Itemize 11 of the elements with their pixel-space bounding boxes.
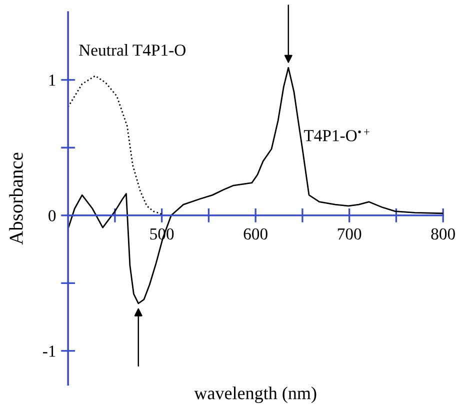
x-tick-label: 600	[244, 228, 268, 240]
x-tick-label: 800	[431, 228, 455, 240]
x-tick-label: 700	[338, 228, 362, 240]
x-axis-title: wavelength (nm)	[194, 386, 316, 404]
y-axis-title: Absorbance	[9, 152, 23, 245]
series-label: Neutral T4P1-O	[79, 44, 186, 56]
y-tick-label: -1	[42, 346, 56, 357]
y-tick-label: 0	[48, 210, 56, 222]
y-tick-label: 1	[49, 74, 56, 86]
series-label: T4P1-O$^{•+}$	[304, 129, 370, 142]
line-series	[68, 75, 164, 216]
